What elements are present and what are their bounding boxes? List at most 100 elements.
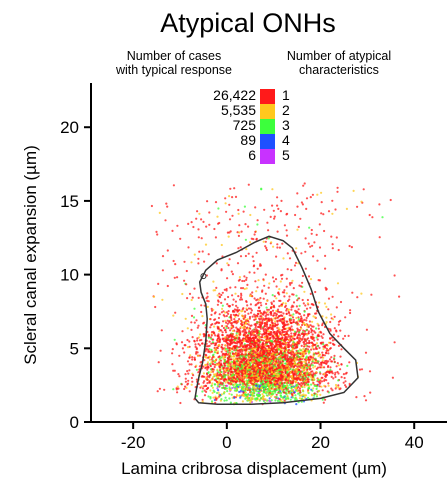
data-point [299, 361, 303, 364]
data-point [193, 356, 196, 359]
data-point [211, 356, 214, 359]
data-point [309, 292, 312, 295]
data-point [292, 365, 296, 369]
data-point [329, 320, 332, 324]
data-point [311, 320, 314, 323]
data-point [285, 312, 288, 315]
data-point [330, 375, 333, 378]
data-point [248, 386, 251, 389]
data-point [227, 310, 230, 313]
data-point [300, 354, 303, 357]
data-point [188, 356, 191, 359]
data-point [267, 317, 270, 320]
data-point [315, 361, 318, 364]
data-point [296, 192, 299, 195]
data-point [218, 330, 221, 333]
data-point [270, 318, 273, 322]
data-point [216, 368, 219, 371]
data-point [310, 341, 313, 344]
data-point [235, 326, 238, 329]
data-point [225, 311, 228, 314]
data-point [181, 292, 184, 296]
data-point [222, 357, 225, 360]
data-point [331, 372, 334, 375]
data-point [239, 298, 242, 301]
data-point [332, 343, 335, 346]
data-point [244, 328, 247, 332]
data-point [262, 391, 265, 394]
data-point [194, 343, 197, 346]
data-point [263, 377, 266, 380]
data-point [209, 389, 212, 392]
data-point [216, 350, 219, 353]
data-point [214, 383, 217, 386]
data-point [200, 310, 203, 314]
data-point [268, 282, 271, 285]
data-point [233, 389, 236, 392]
data-point [201, 400, 204, 403]
data-point [253, 271, 256, 274]
data-point [177, 373, 180, 376]
data-point [217, 207, 220, 210]
data-point [320, 335, 323, 338]
data-point [229, 286, 232, 289]
data-point [293, 264, 297, 267]
data-point [267, 229, 270, 232]
data-point [283, 291, 286, 294]
data-point [207, 395, 210, 398]
data-point [257, 390, 261, 393]
data-point [245, 278, 248, 281]
data-point [161, 298, 164, 301]
data-point [217, 391, 220, 394]
data-point [213, 373, 217, 377]
data-point [222, 320, 225, 323]
data-point [311, 244, 314, 247]
data-point [316, 393, 319, 396]
data-point [214, 397, 217, 400]
data-point [242, 388, 245, 391]
data-point [225, 340, 228, 343]
data-point [295, 294, 298, 297]
data-point [249, 213, 252, 217]
data-point [175, 342, 178, 345]
data-point [255, 303, 258, 306]
data-point [297, 370, 300, 374]
data-point [262, 395, 265, 398]
data-point [247, 252, 250, 255]
data-point [166, 284, 169, 288]
data-point [228, 379, 231, 382]
data-point [239, 296, 243, 299]
data-point [329, 328, 332, 331]
data-point [277, 310, 280, 313]
data-point [161, 269, 164, 272]
data-point [278, 299, 281, 302]
data-point [219, 359, 223, 362]
data-point [306, 298, 309, 302]
data-point [234, 195, 238, 198]
data-point [250, 309, 253, 312]
data-point [294, 368, 297, 371]
data-point [232, 358, 235, 361]
data-point [303, 314, 306, 317]
data-point [188, 390, 191, 393]
data-point [276, 230, 279, 233]
data-point [269, 323, 272, 327]
data-point [325, 352, 328, 355]
data-point [258, 298, 261, 301]
data-point [363, 395, 366, 398]
data-point [296, 205, 299, 208]
data-point [275, 285, 278, 288]
data-point [207, 371, 210, 374]
data-point [257, 348, 260, 351]
data-point [323, 379, 326, 382]
data-point [302, 329, 305, 332]
data-point [237, 247, 240, 250]
data-point [220, 393, 223, 396]
data-point [218, 357, 221, 360]
data-point [231, 352, 235, 356]
data-point [193, 253, 196, 256]
data-point [196, 337, 199, 340]
data-point [334, 375, 337, 379]
data-point [186, 327, 189, 330]
data-point [311, 337, 314, 341]
